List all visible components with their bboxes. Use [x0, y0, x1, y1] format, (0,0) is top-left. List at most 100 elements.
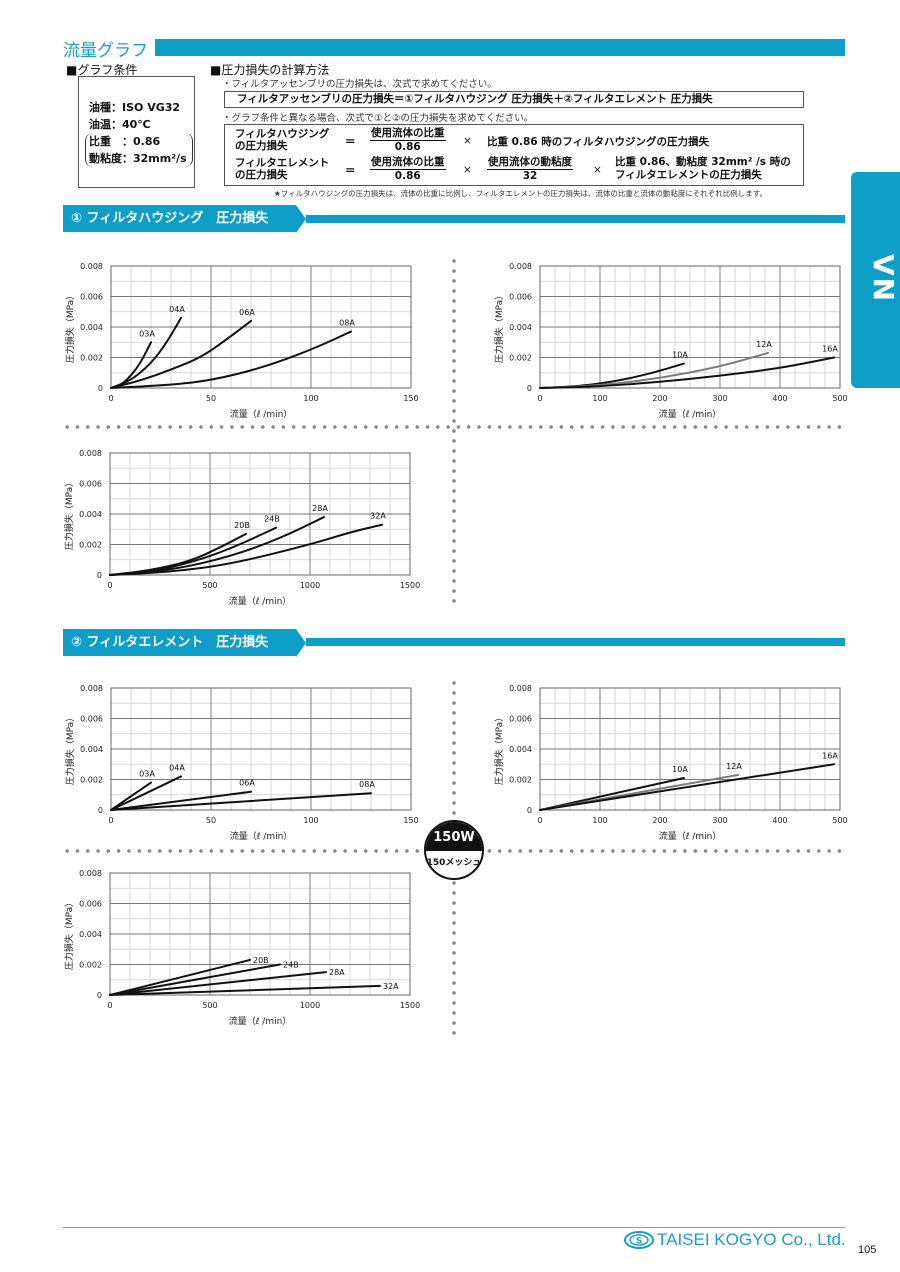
- x-axis-label: 流量（ℓ /min）: [229, 595, 292, 607]
- title-bar: [155, 39, 845, 56]
- page-number: 105: [858, 1244, 877, 1256]
- x-tick-label: 0: [108, 394, 113, 403]
- series-label: 20B: [253, 956, 269, 965]
- conditions-paren: 比重 ：0.86 動粘度：32mm²/s: [85, 133, 193, 167]
- series-line-03A: [110, 781, 152, 811]
- section-line: [306, 215, 845, 223]
- y-axis-label: 圧力損失（MPa）: [493, 713, 505, 785]
- series-line-20B: [109, 532, 247, 576]
- row2-den2: 32: [522, 170, 538, 182]
- row2-rhs: 比重 0.86、動粘度 32mm² /s 時の: [615, 156, 791, 168]
- series-line-08A: [110, 330, 352, 389]
- row2-num2: 使用流体の動粘度: [487, 156, 573, 170]
- x-tick-label: 500: [202, 581, 217, 590]
- series-label: 04A: [169, 763, 185, 772]
- series-label: 10A: [672, 765, 688, 774]
- y-tick-label: 0: [97, 571, 102, 580]
- x-tick-label: 1000: [300, 581, 320, 590]
- mesh-badge: 150W 150メッシュ: [424, 820, 484, 880]
- row1-num: 使用流体の比重: [370, 127, 446, 141]
- series-label: 08A: [359, 780, 375, 789]
- row1-den: 0.86: [394, 141, 421, 153]
- x-tick-label: 200: [652, 394, 667, 403]
- series-line-24B: [109, 963, 281, 996]
- section-chevron: [296, 629, 306, 657]
- row1-times: ×: [463, 135, 472, 147]
- y-tick-label: 0.006: [79, 480, 102, 489]
- y-tick-label: 0.004: [80, 745, 103, 754]
- y-tick-label: 0.008: [509, 684, 532, 693]
- series-label: 32A: [370, 512, 386, 521]
- plot-frame: [110, 265, 412, 389]
- x-tick-label: 400: [772, 394, 787, 403]
- row2-lhs-2: の圧力損失: [235, 169, 288, 181]
- company-name: TAISEI KOGYO Co., Ltd.: [657, 1230, 846, 1249]
- series-label: 16A: [822, 345, 838, 354]
- series-line-16A: [539, 763, 835, 811]
- x-tick-label: 500: [832, 394, 847, 403]
- series-label: 24B: [264, 515, 280, 524]
- page-title: 流量グラフ: [63, 41, 148, 61]
- y-tick-label: 0.008: [79, 449, 102, 458]
- x-tick-label: 0: [537, 816, 542, 825]
- side-tab-label: VN: [867, 253, 900, 304]
- row1-lhs: フィルタハウジング: [235, 128, 330, 140]
- x-tick-label: 300: [712, 394, 727, 403]
- series-label: 03A: [139, 770, 155, 779]
- y-axis-label: 圧力損失（MPa）: [64, 291, 76, 363]
- x-tick-label: 1500: [400, 581, 420, 590]
- flow-chart-3: 0 500 1000 1500 0 0.002 0.004 0.006 0.008 流量（ℓ /m…: [63, 449, 420, 607]
- row2-rhs-2: フィルタエレメントの圧力損失: [615, 169, 762, 181]
- series-line-20B: [109, 958, 251, 996]
- y-tick-label: 0.004: [509, 745, 532, 754]
- x-tick-label: 100: [592, 394, 607, 403]
- series-line-16A: [539, 356, 835, 389]
- y-tick-label: 0.008: [79, 869, 102, 878]
- row2-times: ×: [463, 164, 472, 176]
- conditions-box: 油種：ISO VG32 油温：40℃ 比重 ：0.86 動粘度：32mm²/s: [78, 76, 195, 188]
- x-tick-label: 100: [592, 816, 607, 825]
- y-tick-label: 0.006: [80, 715, 103, 724]
- section-housing-header: ① フィルタハウジング 圧力損失: [63, 205, 296, 232]
- y-tick-label: 0.002: [80, 776, 103, 785]
- x-tick-label: 50: [206, 394, 216, 403]
- viscosity: 動粘度：32mm²/s: [89, 152, 187, 165]
- row2-den: 0.86: [394, 170, 421, 182]
- section-element-header: ② フィルタエレメント 圧力損失: [63, 629, 296, 656]
- badge-mesh: 150メッシュ: [426, 858, 482, 868]
- y-tick-label: 0.002: [80, 354, 103, 363]
- y-tick-label: 0.002: [79, 961, 102, 970]
- row2-num: 使用流体の比重: [370, 156, 446, 170]
- row2-lhs: フィルタエレメント: [235, 157, 330, 169]
- footer-rule: [63, 1227, 845, 1228]
- method-note-1: ・フィルタアッセンブリの圧力損失は、次式で求めてください。: [222, 79, 497, 90]
- x-tick-label: 100: [303, 394, 318, 403]
- oil-type: 油種：ISO VG32: [89, 101, 181, 114]
- method-heading: ■圧力損失の計算方法: [210, 63, 330, 77]
- oil-temp: 油温：40℃: [89, 118, 151, 131]
- y-tick-label: 0.002: [509, 776, 532, 785]
- row1-eq: ＝: [345, 136, 356, 148]
- x-tick-label: 1000: [300, 1001, 320, 1010]
- y-tick-label: 0.006: [80, 293, 103, 302]
- y-axis-label: 圧力損失（MPa）: [493, 291, 505, 363]
- row1-lhs-2: の圧力損失: [235, 140, 288, 152]
- divider-horizontal: [62, 425, 847, 429]
- series-label: 04A: [169, 305, 185, 314]
- y-axis-label: 圧力損失（MPa）: [63, 898, 75, 970]
- y-tick-label: 0.002: [79, 541, 102, 550]
- series-line-08A: [110, 792, 372, 811]
- series-line-04A: [110, 316, 182, 389]
- series-line-10A: [539, 776, 685, 811]
- specific-gravity: 比重 ：0.86: [89, 135, 161, 148]
- y-tick-label: 0.004: [509, 323, 532, 332]
- x-tick-label: 0: [107, 581, 112, 590]
- series-label: 20B: [234, 521, 250, 530]
- x-tick-label: 0: [537, 394, 542, 403]
- svg-text:S: S: [636, 1237, 642, 1247]
- y-axis-label: 圧力損失（MPa）: [63, 478, 75, 550]
- x-axis-label: 流量（ℓ /min）: [659, 830, 722, 842]
- x-tick-label: 1500: [400, 1001, 420, 1010]
- formula-main: フィルタアッセンブリの圧力損失＝①フィルタハウジング 圧力損失＋②フィルタエレメ…: [224, 91, 804, 108]
- company-logo-icon: S: [624, 1231, 654, 1249]
